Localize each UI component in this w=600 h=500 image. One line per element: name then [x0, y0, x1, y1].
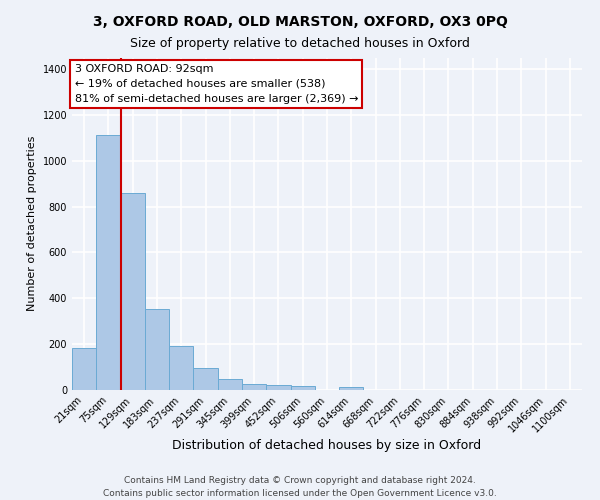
Bar: [145, 308, 169, 390]
Bar: [193, 368, 218, 390]
Bar: [169, 346, 193, 390]
Text: Contains HM Land Registry data © Crown copyright and database right 2024.
Contai: Contains HM Land Registry data © Crown c…: [103, 476, 497, 498]
Text: Size of property relative to detached houses in Oxford: Size of property relative to detached ho…: [130, 38, 470, 51]
Bar: [242, 384, 266, 390]
Y-axis label: Number of detached properties: Number of detached properties: [27, 136, 37, 312]
Text: 3, OXFORD ROAD, OLD MARSTON, OXFORD, OX3 0PQ: 3, OXFORD ROAD, OLD MARSTON, OXFORD, OX3…: [92, 15, 508, 29]
Bar: [72, 348, 96, 390]
Bar: [339, 386, 364, 390]
Text: 3 OXFORD ROAD: 92sqm
← 19% of detached houses are smaller (538)
81% of semi-deta: 3 OXFORD ROAD: 92sqm ← 19% of detached h…: [74, 64, 358, 104]
Bar: [121, 193, 145, 390]
Bar: [218, 378, 242, 390]
Bar: [290, 386, 315, 390]
Bar: [266, 386, 290, 390]
X-axis label: Distribution of detached houses by size in Oxford: Distribution of detached houses by size …: [172, 440, 482, 452]
Bar: [96, 136, 121, 390]
